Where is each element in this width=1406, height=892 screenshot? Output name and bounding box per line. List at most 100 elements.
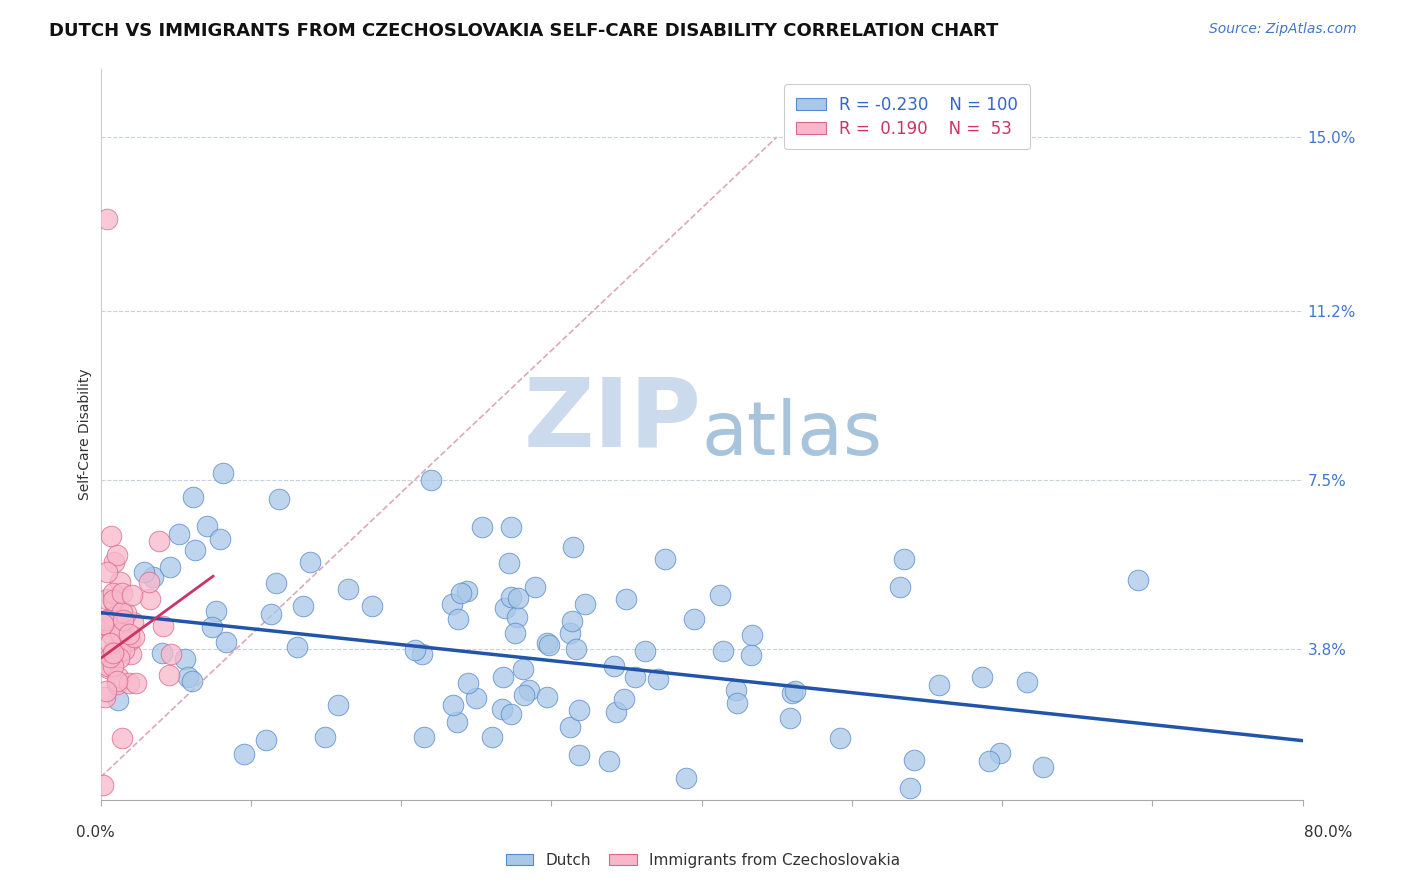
Immigrants from Czechoslovakia	[111, 613, 134, 627]
Immigrants from Czechoslovakia	[118, 627, 141, 641]
Dutch	[568, 748, 591, 763]
Dutch	[174, 652, 197, 666]
Dutch	[361, 599, 384, 614]
Dutch	[538, 638, 561, 652]
Dutch	[560, 626, 582, 640]
Dutch	[180, 673, 202, 688]
Dutch	[724, 683, 747, 698]
Dutch	[560, 720, 582, 734]
Immigrants from Czechoslovakia	[100, 627, 122, 641]
Immigrants from Czechoslovakia	[96, 592, 118, 607]
Immigrants from Czechoslovakia	[111, 586, 134, 600]
Immigrants from Czechoslovakia	[103, 658, 125, 673]
Dutch	[634, 644, 657, 658]
Dutch	[491, 701, 513, 715]
Immigrants from Czechoslovakia	[97, 659, 120, 673]
Dutch	[132, 566, 155, 580]
Dutch	[683, 612, 706, 626]
Immigrants from Czechoslovakia	[98, 650, 121, 665]
Immigrants from Czechoslovakia	[103, 555, 125, 569]
Dutch	[741, 628, 763, 642]
Dutch	[195, 519, 218, 533]
Dutch	[977, 754, 1000, 768]
Dutch	[603, 659, 626, 673]
Dutch	[654, 552, 676, 566]
Immigrants from Czechoslovakia	[97, 661, 120, 675]
Dutch	[211, 466, 233, 480]
Immigrants from Czechoslovakia	[105, 674, 128, 689]
Dutch	[254, 733, 277, 747]
Dutch	[152, 646, 174, 660]
Dutch	[903, 752, 925, 766]
Immigrants from Czechoslovakia	[159, 647, 181, 661]
Dutch	[456, 584, 478, 599]
Dutch	[441, 598, 464, 612]
Dutch	[498, 556, 520, 570]
Dutch	[492, 670, 515, 684]
Dutch	[675, 771, 697, 785]
Dutch	[512, 662, 534, 676]
Immigrants from Czechoslovakia	[96, 212, 118, 227]
Dutch	[506, 591, 529, 606]
Dutch	[501, 706, 523, 721]
Immigrants from Czechoslovakia	[101, 586, 124, 600]
Dutch	[725, 696, 748, 710]
Dutch	[285, 640, 308, 654]
Immigrants from Czechoslovakia	[120, 632, 142, 647]
Immigrants from Czechoslovakia	[111, 605, 134, 619]
Dutch	[326, 698, 349, 712]
Text: 80.0%: 80.0%	[1305, 825, 1353, 840]
Dutch	[709, 589, 731, 603]
Immigrants from Czechoslovakia	[94, 614, 117, 628]
Dutch	[314, 730, 336, 744]
Immigrants from Czechoslovakia	[111, 731, 134, 745]
Immigrants from Czechoslovakia	[103, 595, 125, 609]
Dutch	[523, 580, 546, 594]
Dutch	[446, 715, 468, 730]
Immigrants from Czechoslovakia	[157, 668, 180, 682]
Immigrants from Czechoslovakia	[103, 609, 125, 624]
Immigrants from Czechoslovakia	[91, 778, 114, 792]
Immigrants from Czechoslovakia	[124, 630, 146, 644]
Dutch	[517, 682, 540, 697]
Dutch	[889, 581, 911, 595]
Dutch	[614, 591, 637, 606]
Immigrants from Czechoslovakia	[118, 676, 141, 690]
Immigrants from Czechoslovakia	[152, 619, 174, 633]
Dutch	[613, 692, 636, 706]
Dutch	[536, 636, 558, 650]
Immigrants from Czechoslovakia	[148, 533, 170, 548]
Dutch	[561, 540, 583, 554]
Text: Source: ZipAtlas.com: Source: ZipAtlas.com	[1209, 22, 1357, 37]
Immigrants from Czechoslovakia	[103, 646, 125, 660]
Dutch	[183, 543, 205, 558]
Dutch	[337, 582, 360, 596]
Dutch	[1126, 573, 1149, 587]
Immigrants from Czechoslovakia	[114, 606, 136, 620]
Dutch	[564, 641, 586, 656]
Dutch	[412, 731, 434, 745]
Dutch	[457, 676, 479, 690]
Dutch	[893, 552, 915, 566]
Dutch	[465, 690, 488, 705]
Dutch	[499, 520, 522, 534]
Dutch	[513, 688, 536, 702]
Dutch	[167, 526, 190, 541]
Dutch	[506, 610, 529, 624]
Immigrants from Czechoslovakia	[97, 619, 120, 633]
Dutch	[1032, 759, 1054, 773]
Dutch	[898, 781, 921, 796]
Dutch	[568, 703, 591, 717]
Dutch	[159, 559, 181, 574]
Immigrants from Czechoslovakia	[107, 677, 129, 691]
Text: DUTCH VS IMMIGRANTS FROM CZECHOSLOVAKIA SELF-CARE DISABILITY CORRELATION CHART: DUTCH VS IMMIGRANTS FROM CZECHOSLOVAKIA …	[49, 22, 998, 40]
Dutch	[107, 693, 129, 707]
Dutch	[928, 678, 950, 692]
Dutch	[264, 576, 287, 591]
Immigrants from Czechoslovakia	[105, 548, 128, 562]
Immigrants from Czechoslovakia	[108, 575, 131, 590]
Dutch	[988, 746, 1011, 760]
Immigrants from Czechoslovakia	[103, 619, 125, 633]
Dutch	[471, 520, 494, 534]
Immigrants from Czechoslovakia	[91, 616, 114, 631]
